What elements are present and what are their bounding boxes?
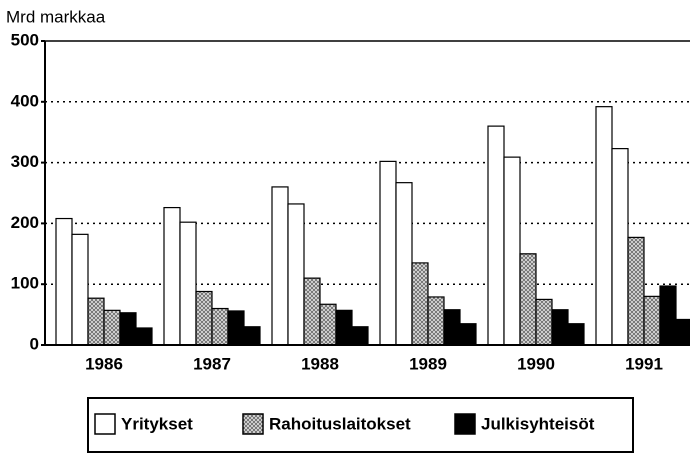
legend-box	[87, 397, 634, 453]
y-tick-label: 0	[30, 334, 39, 353]
legend-label: Yritykset	[121, 414, 193, 433]
x-tick-label: 1986	[85, 354, 123, 373]
bar	[135, 327, 153, 346]
bar	[119, 312, 137, 346]
bar	[627, 236, 645, 346]
x-tick-label: 1988	[301, 354, 339, 373]
x-tick-label: 1989	[409, 354, 447, 373]
bar	[487, 125, 505, 346]
y-tick-label: 100	[11, 274, 39, 293]
bar	[459, 323, 477, 346]
bar	[427, 296, 445, 346]
y-tick-label: 300	[11, 152, 39, 171]
bar	[379, 160, 397, 346]
bar	[643, 295, 661, 346]
legend-label: Rahoituslaitokset	[269, 414, 411, 433]
x-tick-label: 1987	[193, 354, 231, 373]
legend-swatch	[242, 413, 264, 435]
bar	[675, 318, 690, 346]
bar	[395, 182, 413, 346]
bar	[303, 277, 321, 346]
bar	[87, 297, 105, 346]
y-tick-label: 500	[11, 30, 39, 49]
bar	[443, 309, 461, 346]
bar	[163, 206, 181, 346]
bar	[535, 298, 553, 346]
bar	[567, 323, 585, 346]
legend-swatch	[94, 413, 116, 435]
bar	[659, 285, 677, 346]
bar	[319, 303, 337, 346]
bar	[351, 326, 369, 346]
x-tick-label: 1990	[517, 354, 555, 373]
bar	[55, 217, 73, 346]
legend-swatch	[454, 413, 476, 435]
bar	[287, 203, 305, 346]
bar	[271, 186, 289, 346]
legend-label: Julkisyhteisöt	[481, 414, 595, 433]
bar	[551, 309, 569, 346]
bar	[411, 262, 429, 346]
bar	[611, 148, 629, 346]
bar	[503, 156, 521, 346]
bar	[519, 253, 537, 346]
bar	[211, 307, 229, 346]
bar	[243, 326, 261, 346]
x-tick-label: 1991	[625, 354, 663, 373]
bar	[335, 309, 353, 346]
bar	[103, 309, 121, 346]
y-tick-label: 400	[11, 91, 39, 110]
bar	[595, 106, 613, 346]
y-axis-label: Mrd markkaa	[6, 7, 106, 26]
y-tick-label: 200	[11, 213, 39, 232]
bar	[195, 290, 213, 346]
bar	[71, 233, 89, 346]
bar	[179, 221, 197, 346]
bar	[227, 310, 245, 346]
